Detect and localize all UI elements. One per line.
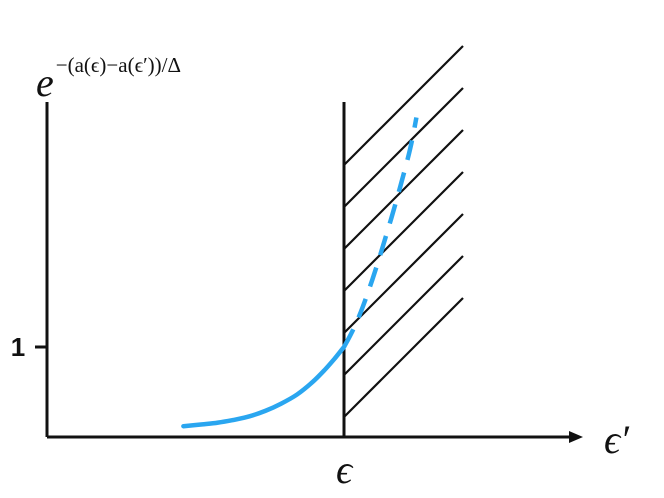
y-label-exponent: −(a(ϵ)−a(ϵ′))/Δ bbox=[56, 53, 181, 77]
hatch-line bbox=[343, 255, 464, 376]
y-label-base: e bbox=[36, 60, 54, 105]
y-tick-label-1: 1 bbox=[11, 332, 25, 362]
curve-dashed-series bbox=[342, 117, 419, 349]
hatch-line bbox=[343, 129, 464, 250]
hatch-line bbox=[343, 171, 464, 292]
hatch-line bbox=[343, 213, 464, 334]
hatch-line bbox=[343, 45, 464, 166]
hatch-line bbox=[343, 87, 464, 208]
curve-solid-series bbox=[181, 344, 347, 429]
x-axis-label: ϵ′ bbox=[604, 417, 630, 462]
forbidden-region-hatch bbox=[343, 45, 464, 418]
hatch-line bbox=[343, 297, 464, 418]
y-axis-label: e−(a(ϵ)−a(ϵ′))/Δ bbox=[36, 53, 181, 105]
x-axis-arrowhead bbox=[569, 431, 583, 443]
x-marker-label-epsilon: ϵ bbox=[336, 447, 354, 492]
